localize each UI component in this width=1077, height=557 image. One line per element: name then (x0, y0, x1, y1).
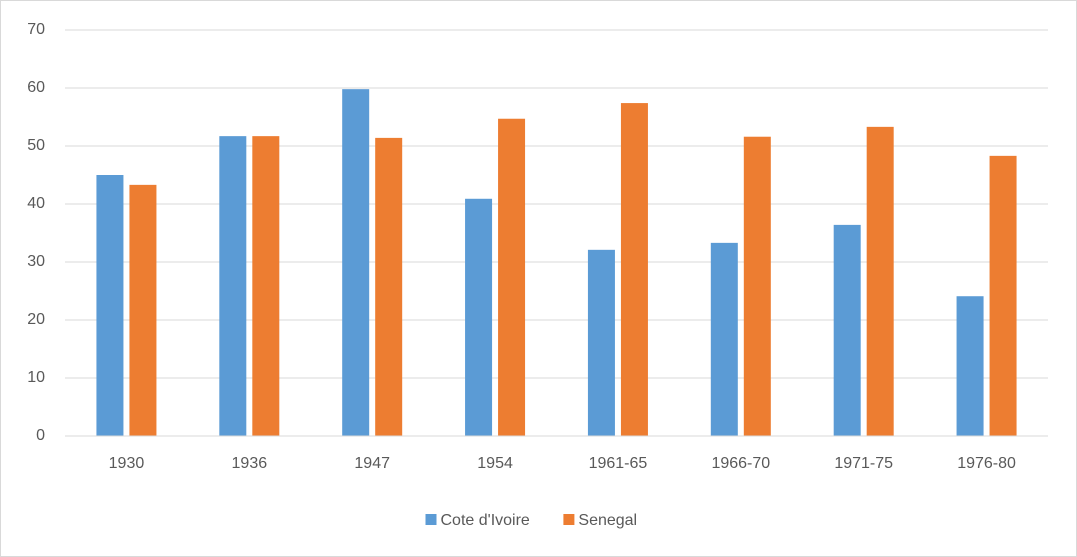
legend-label: Cote d'Ivoire (441, 512, 530, 529)
x-tick-label: 1936 (232, 455, 268, 472)
bar (956, 296, 984, 436)
x-tick-label: 1976-80 (957, 455, 1016, 472)
bar (342, 89, 370, 436)
bar (989, 155, 1017, 437)
bar (498, 118, 526, 437)
y-tick-label: 10 (27, 369, 45, 386)
bar (587, 249, 615, 436)
bar (866, 126, 894, 437)
bar (620, 103, 648, 436)
x-tick-label: 1961-65 (589, 455, 648, 472)
legend-swatch (563, 514, 575, 525)
legend-label: Senegal (578, 512, 637, 529)
bar (465, 198, 493, 436)
legend-swatch (425, 514, 437, 525)
y-tick-label: 70 (27, 21, 45, 38)
x-tick-label: 1954 (477, 455, 513, 472)
x-tick-label: 1966-70 (711, 455, 770, 472)
bar (710, 242, 738, 436)
bar (252, 136, 280, 436)
x-tick-label: 1971-75 (834, 455, 893, 472)
bar (743, 136, 771, 436)
x-tick-label: 1947 (354, 455, 390, 472)
y-tick-label: 60 (27, 79, 45, 96)
y-tick-label: 30 (27, 253, 45, 270)
bar (375, 137, 403, 436)
bar (129, 184, 157, 436)
bar (96, 175, 124, 436)
bar (219, 136, 247, 436)
y-tick-label: 50 (27, 137, 45, 154)
bar (833, 224, 861, 436)
x-tick-label: 1930 (109, 455, 145, 472)
y-tick-label: 0 (36, 427, 45, 444)
y-tick-label: 20 (27, 311, 45, 328)
y-tick-label: 40 (27, 195, 45, 212)
